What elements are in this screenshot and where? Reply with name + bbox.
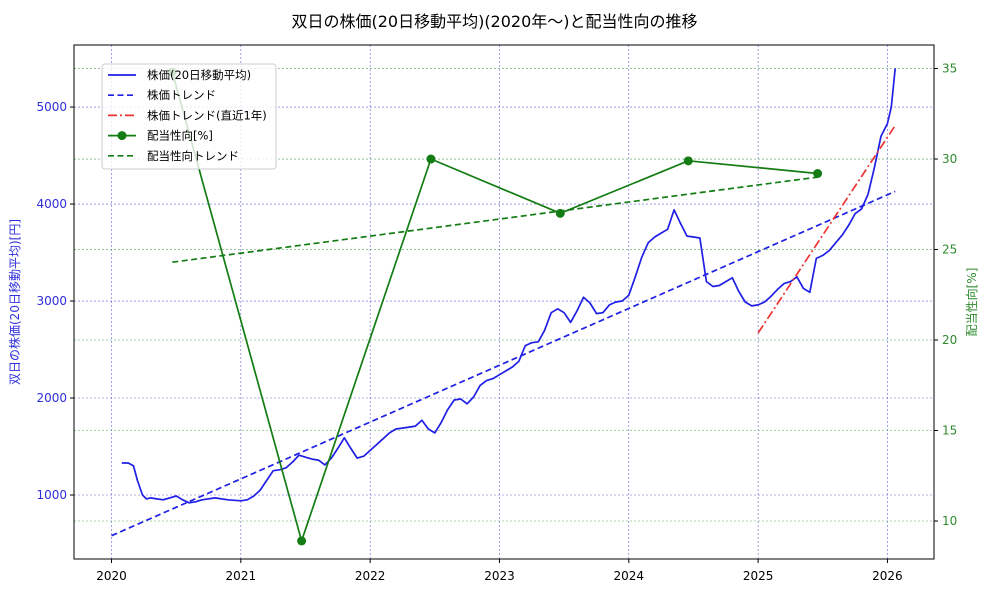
y-right-tick-label: 10 — [942, 514, 957, 528]
series-line — [171, 71, 818, 542]
series-0 — [121, 68, 897, 504]
y-left-tick-label: 1000 — [36, 488, 67, 502]
legend-label: 株価(20日移動平均) — [147, 68, 251, 82]
data-marker — [683, 156, 693, 166]
y-left-tick-label: 4000 — [36, 197, 67, 211]
series-line — [121, 68, 897, 504]
y-left-tick-label: 5000 — [36, 100, 67, 114]
series-1 — [111, 190, 896, 537]
plot-frame — [73, 44, 935, 560]
legend-label: 株価トレンド — [147, 88, 216, 102]
y-right-tick-label: 30 — [942, 152, 957, 166]
series-line — [172, 176, 818, 264]
legend-marker — [117, 131, 127, 141]
y-right-tick-label: 15 — [942, 424, 957, 438]
y-right-tick-label: 35 — [942, 62, 957, 76]
y-left-tick-label: 2000 — [36, 391, 67, 405]
series-4 — [172, 176, 818, 264]
legend-label: 配当性向[%] — [147, 129, 213, 143]
x-tick-label: 2025 — [743, 569, 774, 583]
data-marker — [297, 536, 307, 546]
series-line — [111, 190, 896, 537]
x-tick-label: 2022 — [355, 569, 386, 583]
data-marker — [426, 154, 436, 164]
y-right-axis-label: 配当性向[%] — [964, 268, 979, 337]
legend-label: 株価トレンド(直近1年) — [147, 108, 267, 122]
axes: 2020 2021 2022 2023 2024 2025 2026100020003000… — [7, 62, 979, 583]
series-2 — [757, 125, 896, 334]
x-tick-label: 2026 — [872, 569, 903, 583]
grid-lines — [74, 45, 934, 559]
y-right-tick-label: 20 — [942, 333, 957, 347]
plot-series — [111, 67, 897, 546]
y-left-axis-label: 双日の株価(20日移動平均)[円] — [7, 219, 22, 385]
y-left-tick-label: 3000 — [36, 294, 67, 308]
legend-label: 配当性向トレンド — [147, 149, 239, 163]
x-tick-label: 2024 — [614, 569, 645, 583]
x-tick-label: 2023 — [484, 569, 515, 583]
x-tick-label: 2021 — [226, 569, 257, 583]
data-marker — [813, 169, 823, 178]
chart-title: 双日の株価(20日移動平均)(2020年〜)と配当性向の推移 — [291, 12, 698, 31]
series-line — [757, 125, 896, 334]
y-right-tick-label: 25 — [942, 243, 957, 257]
x-tick-label: 2020 — [96, 569, 127, 583]
legend-box — [101, 63, 277, 170]
